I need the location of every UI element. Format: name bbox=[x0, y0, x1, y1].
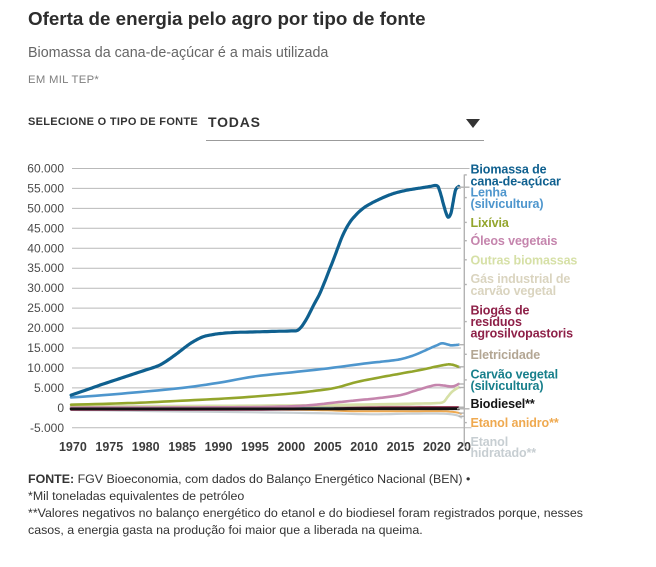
svg-text:2010: 2010 bbox=[350, 440, 378, 454]
svg-text:1995: 1995 bbox=[241, 440, 269, 454]
svg-text:20.000: 20.000 bbox=[27, 321, 64, 335]
svg-text:2020: 2020 bbox=[423, 440, 451, 454]
svg-text:Lenha(silvicultura): Lenha (silvicultura) bbox=[471, 185, 544, 211]
svg-text:1985: 1985 bbox=[168, 440, 196, 454]
svg-text:Etanol anidro**: Etanol anidro** bbox=[471, 416, 559, 430]
svg-text:Eletricidade: Eletricidade bbox=[471, 348, 541, 362]
svg-text:Óleos vegetais: Óleos vegetais bbox=[471, 233, 558, 248]
svg-text:20: 20 bbox=[457, 440, 471, 454]
svg-text:-5.000: -5.000 bbox=[30, 421, 64, 435]
svg-text:30.000: 30.000 bbox=[27, 281, 64, 295]
svg-text:2000: 2000 bbox=[277, 440, 305, 454]
svg-text:1990: 1990 bbox=[205, 440, 233, 454]
svg-text:25.000: 25.000 bbox=[27, 301, 64, 315]
svg-text:Outras biomassas: Outras biomassas bbox=[471, 253, 578, 267]
svg-text:Biodiesel**: Biodiesel** bbox=[471, 397, 535, 411]
svg-text:55.000: 55.000 bbox=[27, 181, 64, 195]
svg-text:Lixívia: Lixívia bbox=[471, 216, 510, 230]
svg-text:1975: 1975 bbox=[95, 440, 123, 454]
svg-text:45.000: 45.000 bbox=[27, 221, 64, 235]
svg-text:60.000: 60.000 bbox=[27, 162, 64, 176]
svg-text:Carvão vegetal(silvicultura): Carvão vegetal (silvicultura) bbox=[471, 368, 559, 394]
svg-text:2015: 2015 bbox=[387, 440, 415, 454]
svg-text:35.000: 35.000 bbox=[27, 261, 64, 275]
svg-text:1980: 1980 bbox=[132, 440, 160, 454]
svg-text:50.000: 50.000 bbox=[27, 201, 64, 215]
svg-text:2005: 2005 bbox=[314, 440, 342, 454]
svg-text:15.000: 15.000 bbox=[27, 341, 64, 355]
svg-text:1970: 1970 bbox=[59, 440, 87, 454]
svg-text:5.000: 5.000 bbox=[34, 381, 64, 395]
svg-text:10.000: 10.000 bbox=[27, 361, 64, 375]
svg-text:40.000: 40.000 bbox=[27, 241, 64, 255]
svg-text:0: 0 bbox=[57, 401, 64, 415]
